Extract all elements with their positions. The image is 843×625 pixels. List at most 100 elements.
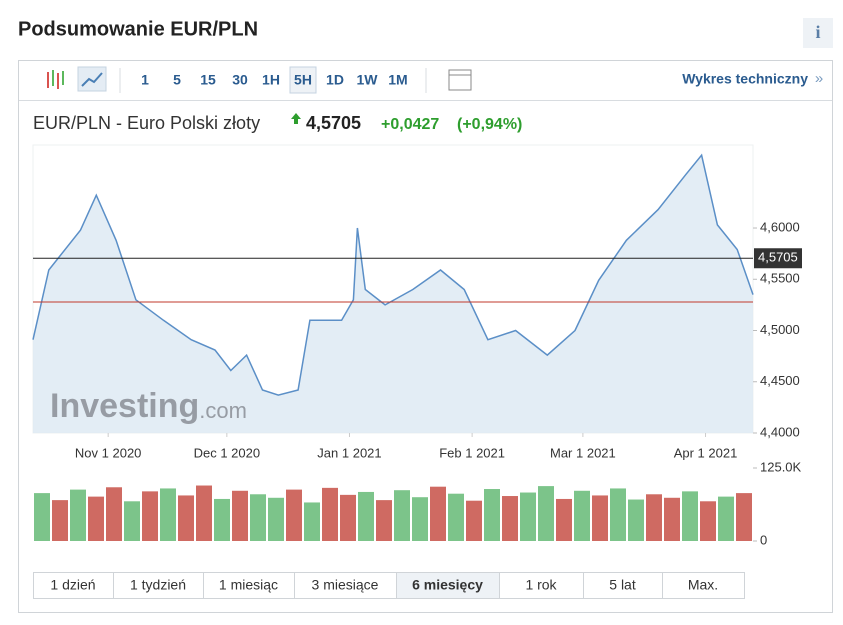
quote-name: EUR/PLN - Euro Polski złoty	[33, 113, 260, 133]
volume-bar	[34, 493, 50, 541]
x-tick-label: Apr 1 2021	[674, 445, 738, 460]
volume-bar	[484, 489, 500, 541]
panel	[18, 60, 833, 613]
volume-bar	[394, 490, 410, 541]
title: Podsumowanie EUR/PLN	[18, 18, 258, 40]
up-arrow	[291, 113, 301, 124]
volume-bar	[304, 502, 320, 541]
volume-bar	[124, 501, 140, 541]
interval-button[interactable]: 1H	[262, 72, 280, 88]
info-button[interactable]	[803, 18, 833, 48]
volume-bar	[610, 488, 626, 541]
y-tick-label: 4,5000	[760, 322, 800, 337]
y-tick-label: 4,5500	[760, 271, 800, 286]
quote-change: +0,0427	[381, 116, 439, 133]
volume-bar	[574, 490, 590, 541]
period-tab[interactable]	[33, 572, 114, 599]
volume-bar	[718, 496, 734, 541]
volume-bar	[700, 501, 716, 541]
volume-bar	[448, 493, 464, 541]
x-tick-label: Nov 1 2020	[75, 445, 142, 460]
volume-bar	[268, 497, 284, 541]
info-icon[interactable]: i	[815, 22, 820, 42]
candle-icon[interactable]	[47, 70, 64, 89]
y-tick-label: 4,6000	[760, 219, 800, 234]
volume-bar	[376, 500, 392, 541]
volume-bar	[214, 498, 230, 541]
watermark-suffix: .com	[199, 398, 247, 423]
volume-bar	[160, 488, 176, 541]
volume-bar	[628, 499, 644, 541]
volume-bar	[52, 500, 68, 541]
volume-bar	[466, 500, 482, 541]
volume-bar	[322, 487, 338, 541]
volume-bar	[88, 496, 104, 541]
volume-bar	[106, 487, 122, 541]
current-price-box	[754, 248, 802, 269]
volume-bar	[538, 486, 554, 541]
period-tab-label[interactable]: 1 tydzień	[130, 577, 186, 593]
quote-price: 4,5705	[306, 113, 361, 133]
interval-button[interactable]: 1W	[357, 72, 379, 88]
period-tab-label[interactable]: 1 dzień	[50, 577, 95, 593]
volume-bar	[178, 495, 194, 541]
interval-button[interactable]: 1	[141, 72, 149, 88]
volume-bar	[196, 485, 212, 541]
technical-link[interactable]: Wykres techniczny	[682, 71, 808, 87]
interval-button[interactable]: 1D	[326, 72, 344, 88]
period-tab[interactable]	[583, 572, 663, 599]
volume-bar	[430, 486, 446, 541]
volume-bar	[664, 497, 680, 541]
price-area	[33, 155, 753, 433]
interval-button[interactable]: 5H	[294, 72, 312, 88]
volume-tick-label: 0	[760, 532, 767, 547]
interval-button[interactable]: 15	[200, 72, 216, 88]
period-tab-label[interactable]: 1 rok	[525, 577, 557, 593]
volume-bar	[520, 492, 536, 541]
volume-bar	[682, 491, 698, 541]
volume-bar	[286, 489, 302, 541]
period-tab-label[interactable]: 5 lat	[609, 577, 636, 593]
interval-button[interactable]: 30	[232, 72, 248, 88]
volume-bar	[412, 497, 428, 541]
technical-link-arrow[interactable]: »	[815, 70, 823, 87]
period-tab-label[interactable]: 1 miesiąc	[219, 577, 278, 593]
period-tab-label[interactable]: 6 miesięcy	[412, 577, 483, 593]
volume-bar	[142, 491, 158, 541]
x-tick-label: Feb 1 2021	[439, 445, 505, 460]
period-tab[interactable]	[294, 572, 397, 599]
interval-button[interactable]: 1M	[388, 72, 407, 88]
period-tab[interactable]	[113, 572, 204, 599]
volume-bar	[502, 496, 518, 541]
period-tab[interactable]	[662, 572, 745, 599]
line-icon-glyph	[81, 72, 103, 87]
interval-button[interactable]: 5	[173, 72, 181, 88]
current-price-label: 4,5705	[758, 250, 798, 265]
period-tab-label[interactable]: 3 miesiące	[312, 577, 379, 593]
period-tab[interactable]	[396, 572, 500, 599]
volume-bar	[646, 494, 662, 541]
x-tick-label: Dec 1 2020	[194, 445, 261, 460]
x-tick-label: Mar 1 2021	[550, 445, 616, 460]
volume-bar	[592, 495, 608, 541]
line-icon[interactable]	[77, 66, 107, 92]
volume-bar	[736, 493, 752, 541]
y-tick-label: 4,4500	[760, 373, 800, 388]
watermark: Investing	[50, 387, 199, 425]
y-tick-label: 4,4000	[760, 424, 800, 439]
quote-change-pct: (+0,94%)	[457, 116, 522, 133]
layout-icon[interactable]	[448, 69, 472, 91]
volume-bar	[556, 498, 572, 541]
volume-bar	[358, 491, 374, 541]
volume-bar	[70, 489, 86, 541]
price-line	[32, 153, 754, 396]
period-tab[interactable]	[203, 572, 295, 599]
period-tab[interactable]	[499, 572, 584, 599]
period-tab-label[interactable]: Max.	[688, 577, 718, 593]
volume-bar	[232, 490, 248, 541]
volume-bar	[340, 494, 356, 541]
volume-tick-label: 125.0K	[760, 459, 802, 474]
volume-bar	[250, 494, 266, 541]
